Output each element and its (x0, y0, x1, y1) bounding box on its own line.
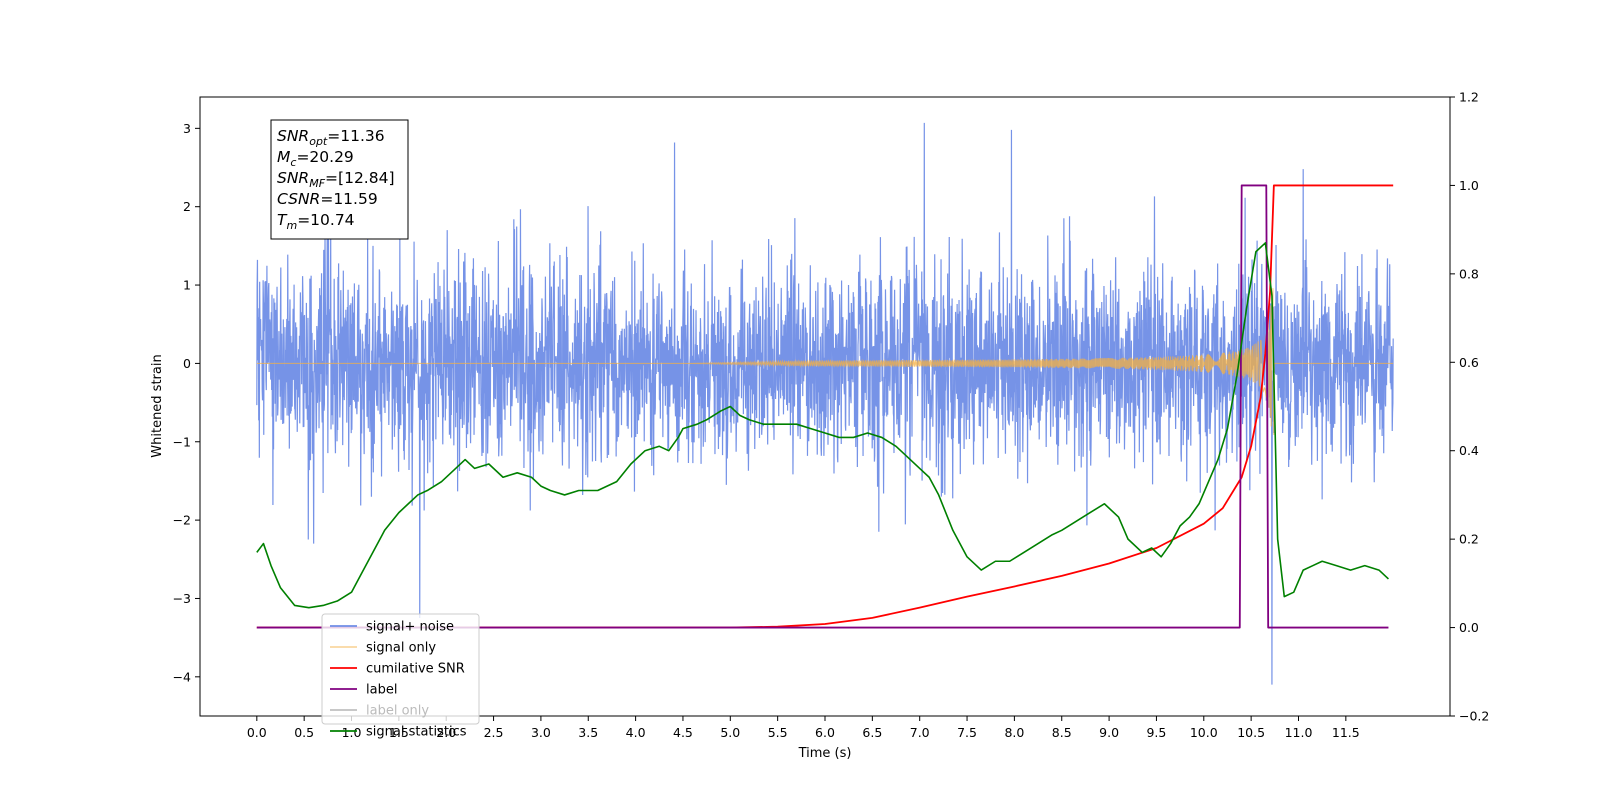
y2-tick-label: 0.2 (1459, 532, 1479, 547)
series-signal-noise (256, 122, 1394, 685)
x-tick-label: 6.0 (815, 725, 835, 740)
series-signal-only (256, 288, 1394, 435)
x-tick-label: 9.0 (1099, 725, 1119, 740)
annotation-line: SNRMF=[12.84] (277, 169, 395, 190)
stats-annotation: SNRopt=11.36Mc=20.29SNRMF=[12.84]CSNR=11… (270, 119, 409, 240)
annotation-value: =11.59 (320, 190, 377, 208)
y-tick-label: −2 (173, 513, 191, 528)
annotation-value: =20.29 (296, 148, 353, 166)
annotation-line: SNRopt=11.36 (277, 127, 385, 148)
y-tick-label: 0 (183, 356, 191, 371)
y2-tick-label: 1.0 (1459, 178, 1479, 193)
y2-tick-label: 0.6 (1459, 355, 1479, 370)
plot-area (256, 122, 1394, 685)
legend-entry-label: label only (366, 704, 429, 719)
annotation-subscript: m (286, 219, 297, 232)
x-axis-label: Time (s) (798, 746, 852, 761)
x-tick-label: 0.0 (247, 725, 267, 740)
x-axis: 0.0 0.5 1.0 1.5 2.0 2.5 3.0 3.5 4.0 4.5 5.0 5.5 6.0 6… (247, 716, 1360, 740)
x-tick-label: 1.5 (389, 725, 409, 740)
x-tick-label: 3.0 (531, 725, 551, 740)
annotation-value: =11.36 (327, 127, 384, 145)
x-tick-label: 2.0 (436, 725, 456, 740)
legend-entry-label: signal only (366, 641, 436, 656)
legend-entry-label: cumilative SNR (366, 662, 465, 677)
x-tick-label: 10.0 (1190, 725, 1218, 740)
x-tick-label: 8.5 (1052, 725, 1072, 740)
y-tick-label: 2 (183, 199, 191, 214)
y2-tick-label: 0.8 (1459, 266, 1479, 281)
annotation-subscript: MF (309, 177, 325, 190)
annotation-value: =[12.84] (325, 169, 394, 187)
series-cumulative-snr (256, 184, 1394, 629)
y-tick-label: 3 (183, 121, 191, 136)
annotation-symbol: SNR (277, 127, 309, 145)
x-tick-label: 7.0 (910, 725, 930, 740)
annotation-symbol: T (277, 211, 288, 229)
x-tick-label: 2.5 (484, 725, 504, 740)
y-axis-right: 1.2 1.0 0.8 0.6 0.4 0.2 0.0 −0.2 (1450, 90, 1489, 724)
legend: signal+ noise signal only cumilative SNR la… (321, 613, 480, 740)
x-tick-label: 7.5 (957, 725, 977, 740)
annotation-line: Tm=10.74 (277, 211, 355, 232)
x-tick-label: 9.5 (1146, 725, 1166, 740)
series-signal-statistics (256, 242, 1389, 609)
x-tick-label: 4.0 (626, 725, 646, 740)
y-tick-label: −4 (173, 669, 191, 684)
y2-tick-label: 0.4 (1459, 443, 1479, 458)
x-tick-label: 8.0 (1004, 725, 1024, 740)
annotation-line: CSNR=11.59 (277, 190, 378, 208)
annotation-symbol: SNR (277, 169, 309, 187)
x-tick-label: 6.5 (862, 725, 882, 740)
x-tick-label: 1.0 (342, 725, 362, 740)
x-tick-label: 0.5 (294, 725, 314, 740)
x-tick-label: 5.0 (720, 725, 740, 740)
y-tick-label: −1 (173, 434, 191, 449)
y2-tick-label: 0.0 (1459, 620, 1479, 635)
y2-tick-label: 1.2 (1459, 90, 1479, 105)
annotation-subscript: opt (309, 135, 328, 148)
annotation-value: =10.74 (297, 211, 354, 229)
x-tick-label: 11.5 (1332, 725, 1360, 740)
x-tick-label: 11.0 (1285, 725, 1313, 740)
x-tick-label: 4.5 (673, 725, 693, 740)
y-tick-label: −3 (173, 591, 191, 606)
annotation-line: Mc=20.29 (277, 148, 354, 169)
y-tick-label: 1 (183, 278, 191, 293)
x-tick-label: 5.5 (768, 725, 788, 740)
annotation-symbol: M (277, 148, 290, 166)
y-axis-left: 3 2 1 0 −1 −2 −3 −4 (173, 121, 200, 684)
series-label (256, 184, 1389, 629)
x-tick-label: 10.5 (1237, 725, 1265, 740)
y-axis-label: Whitened strain (150, 354, 165, 457)
x-tick-label: 3.5 (578, 725, 598, 740)
legend-entry-label: label (366, 683, 397, 698)
annotation-subscript: c (290, 156, 296, 169)
annotation-box (270, 119, 409, 240)
legend-frame (321, 613, 480, 725)
legend-entry-label: signal+ noise (366, 620, 454, 635)
legend-entry-label: signal statistics (366, 725, 467, 740)
y2-tick-label: −0.2 (1459, 709, 1489, 724)
annotation-symbol: CSNR (277, 190, 320, 208)
